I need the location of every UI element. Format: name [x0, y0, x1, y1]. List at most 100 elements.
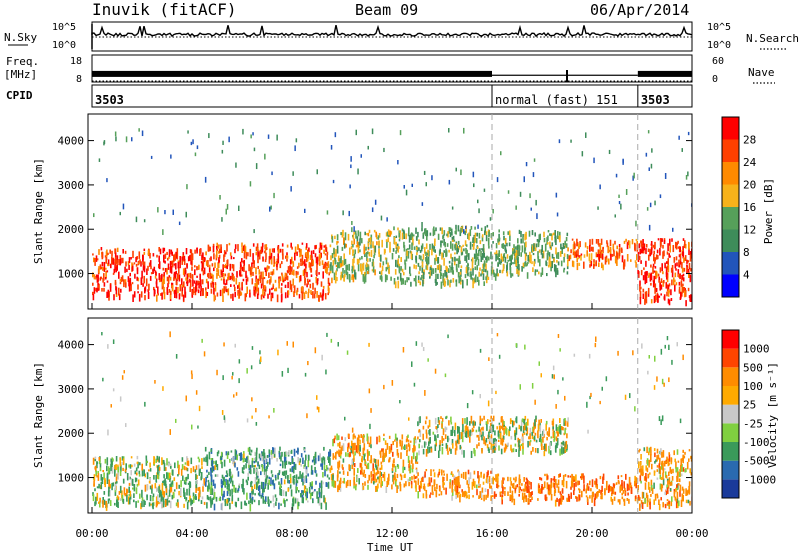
heatmap-cell — [478, 249, 480, 257]
heatmap-cell — [334, 480, 337, 488]
heatmap-cell — [551, 253, 554, 259]
heatmap-cell — [92, 492, 94, 496]
heatmap-cell — [150, 272, 153, 275]
heatmap-cell — [492, 476, 494, 485]
heatmap-cell — [452, 278, 455, 283]
heatmap-cell — [689, 274, 692, 283]
heatmap-cell — [650, 264, 652, 268]
heatmap-cell — [429, 276, 431, 279]
heatmap-cell — [522, 488, 525, 492]
heatmap-cell — [465, 255, 468, 263]
heatmap-cell — [487, 229, 490, 233]
heatmap-cell — [421, 202, 424, 206]
heatmap-cell — [677, 477, 679, 482]
heatmap-cell — [476, 232, 478, 237]
heatmap-cell — [264, 478, 267, 484]
heatmap-cell — [541, 267, 544, 276]
heatmap-cell — [280, 294, 283, 303]
heatmap-cell — [149, 462, 151, 468]
heatmap-cell — [157, 473, 160, 480]
heatmap-cell — [548, 491, 551, 496]
heatmap-cell — [346, 350, 349, 355]
heatmap-cell — [656, 465, 659, 468]
heatmap-cell — [438, 420, 441, 425]
heatmap-cell — [253, 465, 255, 468]
heatmap-cell — [499, 432, 502, 439]
heatmap-cell — [386, 442, 389, 450]
heatmap-cell — [418, 271, 420, 275]
heatmap-cell — [655, 288, 658, 292]
heatmap-cell — [549, 233, 551, 236]
heatmap-cell — [401, 228, 404, 232]
heatmap-cell — [475, 238, 478, 244]
heatmap-cell — [266, 281, 269, 284]
heatmap-cell — [673, 450, 675, 456]
heatmap-cell — [559, 235, 561, 243]
heatmap-cell — [321, 294, 324, 301]
heatmap-cell — [392, 248, 395, 252]
heatmap-cell — [216, 246, 218, 250]
heatmap-cell — [676, 467, 679, 473]
heatmap-cell — [323, 263, 326, 269]
heatmap-cell — [225, 286, 227, 292]
heatmap-cell — [433, 479, 436, 487]
heatmap-cell — [436, 265, 439, 270]
heatmap-cell — [429, 494, 431, 498]
heatmap-cell — [329, 244, 332, 248]
heatmap-cell — [244, 500, 246, 506]
heatmap-cell — [316, 491, 318, 499]
heatmap-cell — [264, 501, 267, 504]
heatmap-cell — [178, 274, 181, 282]
heatmap-cell — [162, 460, 165, 463]
heatmap-cell — [477, 199, 479, 204]
heatmap-cell — [423, 483, 426, 488]
heatmap-cell — [654, 283, 657, 292]
heatmap-cell — [450, 421, 453, 425]
heatmap-cell — [111, 467, 114, 474]
heatmap-cell — [390, 231, 393, 235]
colorbar-swatch — [722, 442, 739, 461]
heatmap-cell — [169, 429, 171, 435]
heatmap-cell — [558, 499, 560, 507]
heatmap-cell — [334, 132, 337, 138]
heatmap-cell — [681, 148, 683, 152]
heatmap-cell — [229, 481, 232, 484]
heatmap-cell — [682, 456, 684, 464]
heatmap-cell — [222, 493, 224, 501]
heatmap-cell — [508, 242, 511, 247]
heatmap-cell — [289, 477, 292, 484]
heatmap-cell — [674, 496, 677, 501]
heatmap-cell — [93, 213, 95, 218]
heatmap-cell — [422, 448, 425, 455]
heatmap-cell — [411, 468, 414, 473]
heatmap-cell — [268, 499, 270, 506]
heatmap-cell — [589, 480, 591, 486]
heatmap-cell — [231, 375, 233, 380]
heatmap-cell — [177, 287, 179, 294]
heatmap-cell — [110, 404, 112, 408]
heatmap-cell — [292, 498, 294, 505]
heatmap-cell — [439, 227, 442, 231]
heatmap-cell — [270, 470, 273, 474]
heatmap-cell — [648, 254, 650, 261]
heatmap-cell — [642, 288, 645, 293]
heatmap-cell — [605, 485, 608, 491]
colorbar-tick-label: 1000 — [743, 343, 770, 356]
heatmap-cell — [454, 429, 456, 437]
heatmap-cell — [413, 264, 415, 269]
heatmap-cell — [163, 491, 165, 498]
heatmap-cell — [116, 495, 119, 498]
heatmap-cell — [450, 279, 452, 283]
heatmap-cell — [210, 503, 212, 508]
heatmap-cell — [187, 482, 190, 485]
heatmap-cell — [672, 245, 675, 253]
heatmap-cell — [645, 291, 648, 299]
heatmap-cell — [362, 473, 365, 477]
heatmap-cell — [495, 444, 497, 448]
heatmap-cell — [446, 473, 448, 481]
heatmap-cell — [301, 286, 303, 292]
heatmap-cell — [559, 473, 561, 477]
heatmap-cell — [161, 490, 164, 496]
heatmap-cell — [442, 235, 444, 240]
heatmap-cell — [294, 463, 297, 470]
